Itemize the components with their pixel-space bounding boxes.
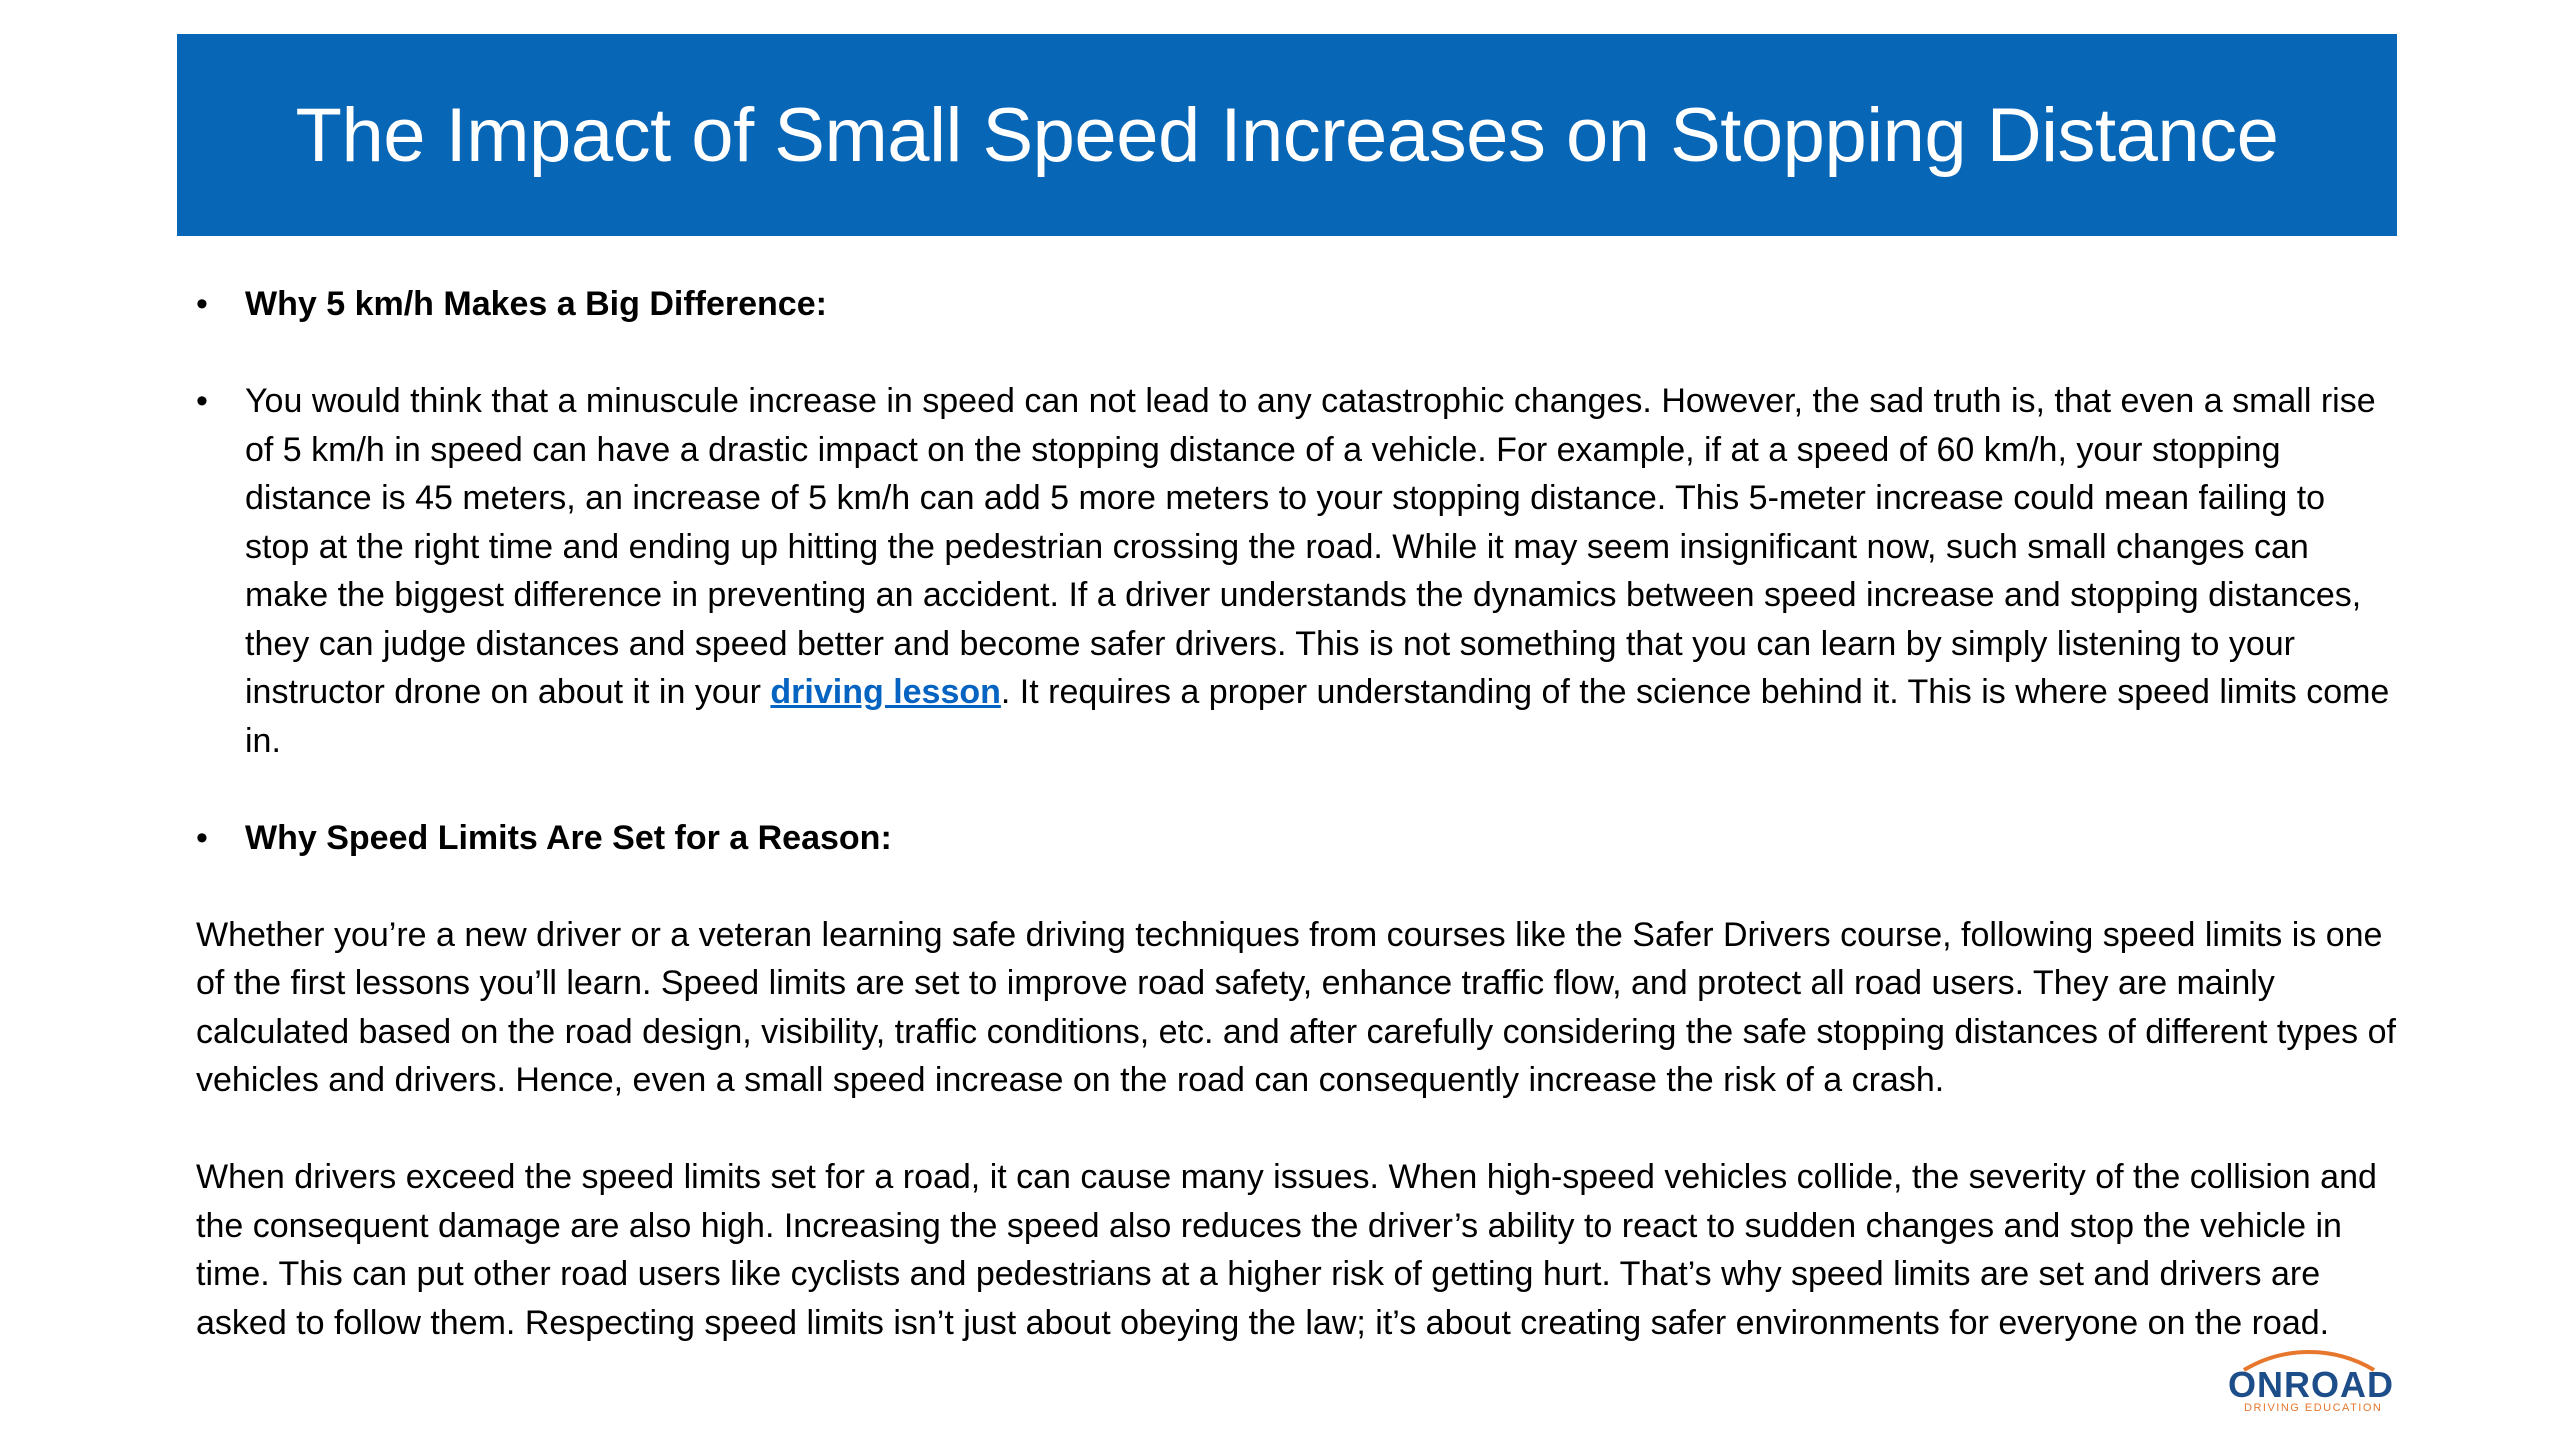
spacer [196,862,2396,911]
bullet-marker: • [196,382,208,420]
bullet-heading-5kmh: Why 5 km/h Makes a Big Difference: [245,285,827,323]
spacer [196,1105,2396,1154]
bullet-body-text: You would think that a minuscule increas… [245,382,2389,760]
onroad-logo: ONROAD DRIVING EDUCATION [2228,1350,2406,1418]
title-banner: The Impact of Small Speed Increases on S… [177,34,2397,236]
bullet-body-text-end: . It requires a proper understanding of … [245,673,2390,760]
bullet-marker: • [196,818,208,857]
slide-content: • Why 5 km/h Makes a Big Difference: • Y… [196,280,2396,1347]
driving-lesson-link[interactable]: driving lesson [770,673,1001,711]
bullet-item: • Why 5 km/h Makes a Big Difference: [196,280,2396,329]
paragraph-speed-limits: Whether you’re a new driver or a veteran… [196,915,2396,1100]
spacer [196,329,2396,378]
bullet-marker: • [196,285,208,323]
car-roof-arc-icon [2242,1350,2376,1372]
slide-title: The Impact of Small Speed Increases on S… [295,92,2279,178]
bullet-heading-speed-limits: Why Speed Limits Are Set for a Reason: [245,818,892,857]
logo-tagline: DRIVING EDUCATION [2244,1402,2383,1414]
logo-wordmark: ONROAD [2228,1364,2394,1405]
bullet-body-text-start: You would think that a minuscule increas… [245,382,2376,711]
paragraph-exceeding-limits: When drivers exceed the speed limits set… [196,1158,2377,1342]
spacer [196,765,2396,814]
bullet-item: • You would think that a minuscule incre… [196,377,2396,765]
bullet-item: • Why Speed Limits Are Set for a Reason: [196,814,2396,863]
